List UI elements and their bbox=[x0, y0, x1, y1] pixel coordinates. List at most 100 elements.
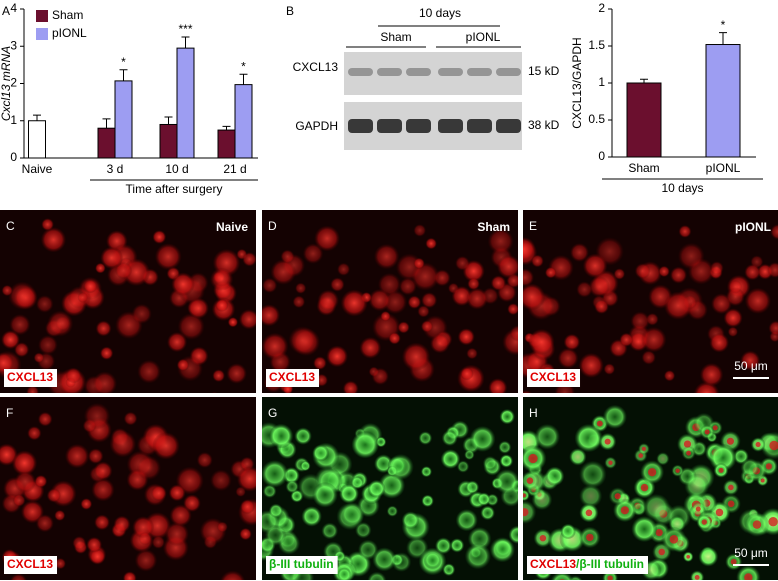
cell bbox=[420, 466, 432, 478]
cell bbox=[210, 469, 232, 491]
cell bbox=[151, 535, 165, 549]
cell bbox=[560, 523, 576, 539]
significance: * bbox=[241, 59, 246, 73]
cell bbox=[300, 460, 311, 472]
cell-core bbox=[658, 548, 666, 556]
cell bbox=[137, 360, 161, 384]
cell bbox=[490, 275, 507, 291]
x-tick-label: 10 d bbox=[165, 162, 188, 176]
cell bbox=[168, 484, 186, 502]
cell bbox=[678, 225, 692, 238]
cell bbox=[91, 478, 115, 502]
blot-header: 10 days bbox=[419, 6, 461, 20]
cell bbox=[421, 494, 434, 508]
legend-swatch bbox=[36, 28, 48, 40]
cell-core bbox=[614, 493, 621, 500]
cell bbox=[367, 571, 387, 580]
cell bbox=[113, 515, 131, 533]
cell bbox=[280, 249, 295, 264]
stain-box bbox=[4, 556, 58, 574]
cell bbox=[262, 460, 289, 488]
cell bbox=[226, 363, 247, 384]
cell bbox=[457, 328, 475, 346]
x-tick-label: pIONL bbox=[706, 161, 741, 175]
cell bbox=[534, 424, 560, 450]
y-tick-label: 1 bbox=[598, 75, 605, 89]
bar bbox=[28, 120, 46, 159]
cell bbox=[619, 332, 634, 347]
cell bbox=[240, 499, 255, 515]
cell-core bbox=[704, 429, 710, 435]
condition-label: pIONL bbox=[735, 220, 771, 234]
cell bbox=[380, 311, 391, 322]
cell bbox=[499, 454, 514, 468]
cell bbox=[350, 476, 364, 490]
cell bbox=[413, 224, 426, 237]
cell bbox=[95, 320, 112, 337]
stain-box bbox=[4, 369, 58, 387]
blot-band bbox=[406, 68, 431, 76]
stain-part: CXCL13 bbox=[530, 557, 576, 571]
bar bbox=[159, 123, 178, 159]
cell bbox=[450, 538, 465, 553]
cell bbox=[77, 292, 88, 303]
cell bbox=[425, 237, 437, 250]
cell bbox=[80, 498, 93, 510]
cell bbox=[488, 378, 508, 393]
error-bar bbox=[164, 116, 173, 125]
cell bbox=[337, 262, 351, 276]
stain-part: CXCL13 bbox=[7, 370, 53, 384]
bar bbox=[217, 129, 236, 159]
cell bbox=[10, 573, 27, 580]
cell bbox=[100, 246, 123, 270]
cell bbox=[710, 261, 724, 275]
cell bbox=[594, 299, 609, 314]
cell bbox=[726, 287, 745, 306]
cell-core bbox=[608, 460, 613, 465]
cell bbox=[498, 440, 512, 454]
cell bbox=[88, 448, 104, 464]
cell bbox=[89, 548, 106, 565]
cell bbox=[464, 449, 475, 460]
panel-letter: F bbox=[6, 406, 13, 420]
cell-core bbox=[648, 468, 657, 477]
bar bbox=[705, 44, 741, 158]
stain-label: CXCL13/β-III tubulin bbox=[530, 557, 644, 571]
cell-core bbox=[523, 508, 529, 517]
cell bbox=[340, 502, 365, 527]
stain-label: β-III tubulin bbox=[269, 557, 334, 571]
blot-band bbox=[348, 68, 373, 76]
cell bbox=[47, 310, 73, 337]
cell-core bbox=[768, 516, 778, 527]
protein-label: CXCL13 bbox=[293, 60, 339, 74]
cell-core bbox=[765, 463, 772, 470]
cell bbox=[457, 460, 470, 473]
legend-swatch bbox=[36, 10, 48, 22]
stain-label: CXCL13 bbox=[7, 557, 53, 571]
blot-band bbox=[348, 119, 373, 133]
cell bbox=[727, 326, 738, 337]
cell bbox=[371, 367, 389, 385]
cell bbox=[569, 448, 587, 466]
micrograph bbox=[523, 397, 778, 580]
cell-core bbox=[769, 440, 778, 451]
cell-core bbox=[638, 453, 643, 458]
cell bbox=[670, 266, 687, 284]
cell bbox=[482, 456, 498, 471]
cell bbox=[65, 367, 82, 384]
cell bbox=[41, 227, 66, 253]
cell bbox=[178, 313, 205, 340]
cell bbox=[167, 332, 187, 352]
cell bbox=[93, 461, 113, 481]
cell bbox=[402, 342, 431, 371]
cell bbox=[92, 371, 117, 393]
cell-core bbox=[752, 520, 762, 529]
panel-letter: C bbox=[6, 219, 15, 233]
y-tick-label: 0 bbox=[10, 150, 17, 164]
cell bbox=[531, 489, 553, 510]
micrograph bbox=[523, 210, 778, 393]
cell bbox=[270, 259, 296, 285]
micrograph bbox=[0, 397, 256, 580]
cell bbox=[641, 350, 656, 365]
